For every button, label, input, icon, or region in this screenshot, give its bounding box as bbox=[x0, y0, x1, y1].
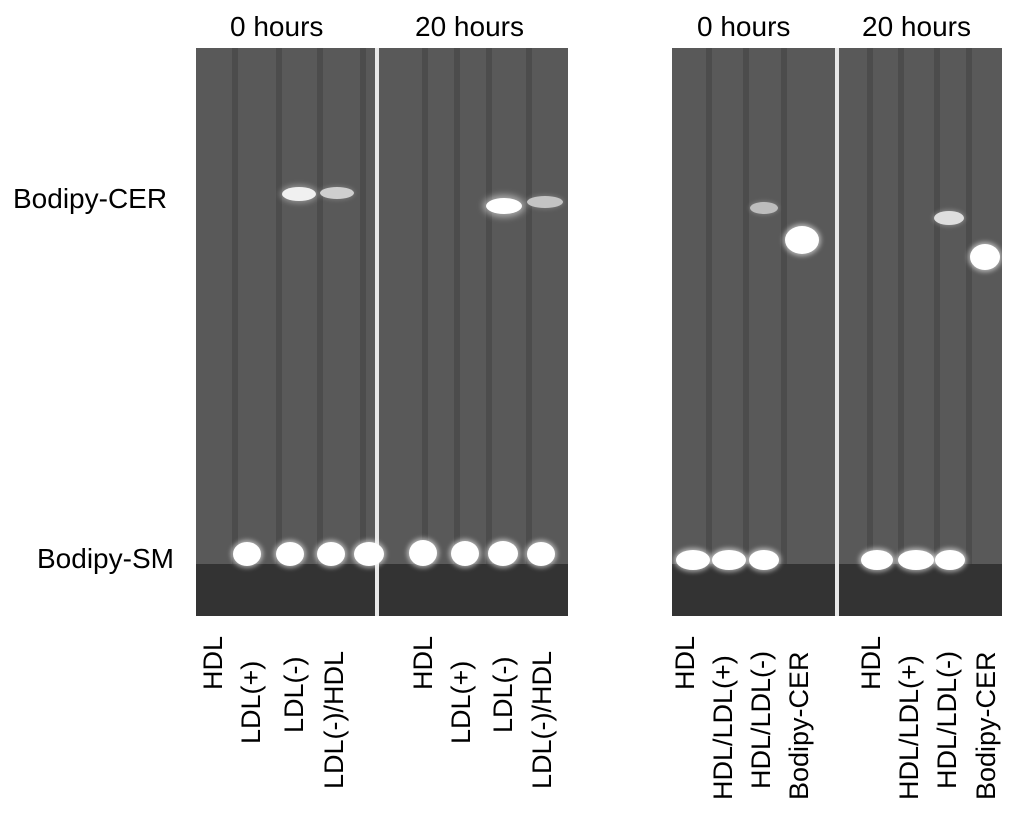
left-group2-header: 20 hours bbox=[415, 11, 524, 42]
lane-label: HDL bbox=[198, 635, 228, 690]
lane-label: HDL bbox=[408, 635, 438, 690]
lane-label: HDL/LDL(+) bbox=[894, 655, 924, 800]
left-group1-header: 0 hours bbox=[230, 11, 324, 42]
right-gel-image bbox=[672, 48, 1002, 616]
right-group1-header: 0 hours bbox=[697, 11, 791, 42]
lane-label: HDL bbox=[670, 635, 700, 690]
lane-label: LDL(+) bbox=[236, 660, 266, 744]
lane-label: LDL(-) bbox=[279, 656, 309, 733]
right-group2-header: 20 hours bbox=[862, 11, 971, 42]
lane-label: Bodipy-CER bbox=[971, 651, 1001, 800]
left-gel-image bbox=[196, 48, 568, 616]
lane-label: LDL(-)/HDL bbox=[527, 650, 557, 789]
lane-label: LDL(-) bbox=[488, 656, 518, 733]
lane-label: Bodipy-CER bbox=[784, 651, 814, 800]
row-label-bodipy-cer: Bodipy-CER bbox=[13, 183, 168, 214]
lane-label: HDL bbox=[856, 635, 886, 690]
lane-label: LDL(-)/HDL bbox=[319, 650, 349, 789]
lane-label: HDL/LDL(+) bbox=[708, 655, 738, 800]
lane-label: HDL/LDL(-) bbox=[746, 650, 776, 789]
lane-label: HDL/LDL(-) bbox=[932, 650, 962, 789]
row-label-bodipy-sm: Bodipy-SM bbox=[37, 543, 174, 574]
lane-label: LDL(+) bbox=[446, 660, 476, 744]
